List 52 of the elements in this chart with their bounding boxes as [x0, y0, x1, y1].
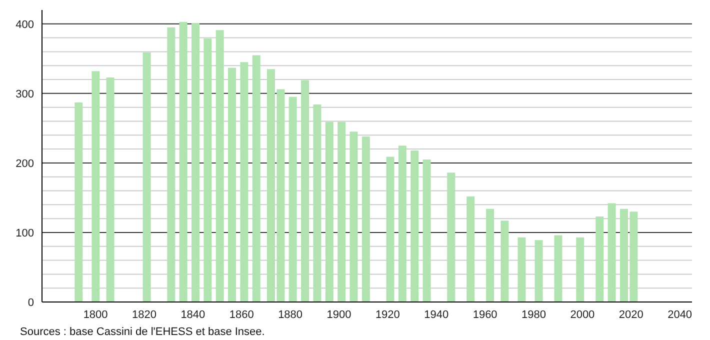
bar: [576, 237, 584, 302]
bar: [422, 159, 431, 302]
x-tick-label: 1840: [180, 308, 206, 321]
x-tick-label: 1880: [278, 308, 303, 321]
source-note: Sources : base Cassini de l'EHESS et base Insee.: [20, 326, 266, 338]
bar: [288, 96, 297, 302]
x-tick-label: 1980: [522, 308, 546, 321]
bar: [216, 30, 224, 302]
bar: [240, 62, 248, 302]
y-tick-label: 300: [16, 88, 34, 100]
y-tick-label: 200: [16, 158, 34, 170]
bar: [106, 77, 114, 302]
bar: [338, 122, 346, 302]
bar: [301, 80, 310, 302]
x-tick-label: 1860: [229, 308, 254, 321]
bar: [410, 150, 419, 302]
x-tick-label: 1800: [83, 308, 108, 321]
y-tick-label: 400: [16, 18, 34, 31]
bar: [92, 71, 100, 302]
bar: [179, 22, 188, 302]
bar: [325, 122, 334, 302]
bar: [466, 196, 475, 302]
bar: [500, 220, 509, 302]
bar: [534, 240, 543, 302]
bar: [313, 104, 322, 302]
bar: [74, 102, 83, 302]
bar: [228, 68, 236, 302]
bar: [447, 172, 456, 302]
x-tick-label: 1920: [375, 308, 400, 321]
bar: [252, 55, 260, 302]
bar: [350, 132, 358, 302]
bar: [362, 136, 370, 302]
x-tick-label: 2040: [668, 308, 692, 321]
x-tick-label: 2000: [570, 308, 595, 321]
x-tick-label: 1900: [326, 308, 352, 321]
y-tick-label: 0: [28, 296, 34, 309]
bar: [386, 156, 394, 302]
bar: [596, 216, 604, 302]
bar: [142, 52, 151, 302]
bar: [518, 237, 526, 302]
bar: [608, 203, 616, 302]
y-tick-label: 100: [16, 227, 34, 240]
bar: [554, 235, 562, 302]
x-tick-label: 1820: [132, 308, 156, 321]
x-tick-label: 1960: [472, 308, 498, 321]
bar: [398, 146, 406, 302]
bar: [167, 27, 176, 302]
bar: [204, 38, 212, 302]
x-tick-label: 1940: [424, 308, 449, 321]
bar: [486, 208, 494, 302]
bar: [192, 23, 200, 302]
x-tick-label: 2020: [618, 308, 644, 321]
